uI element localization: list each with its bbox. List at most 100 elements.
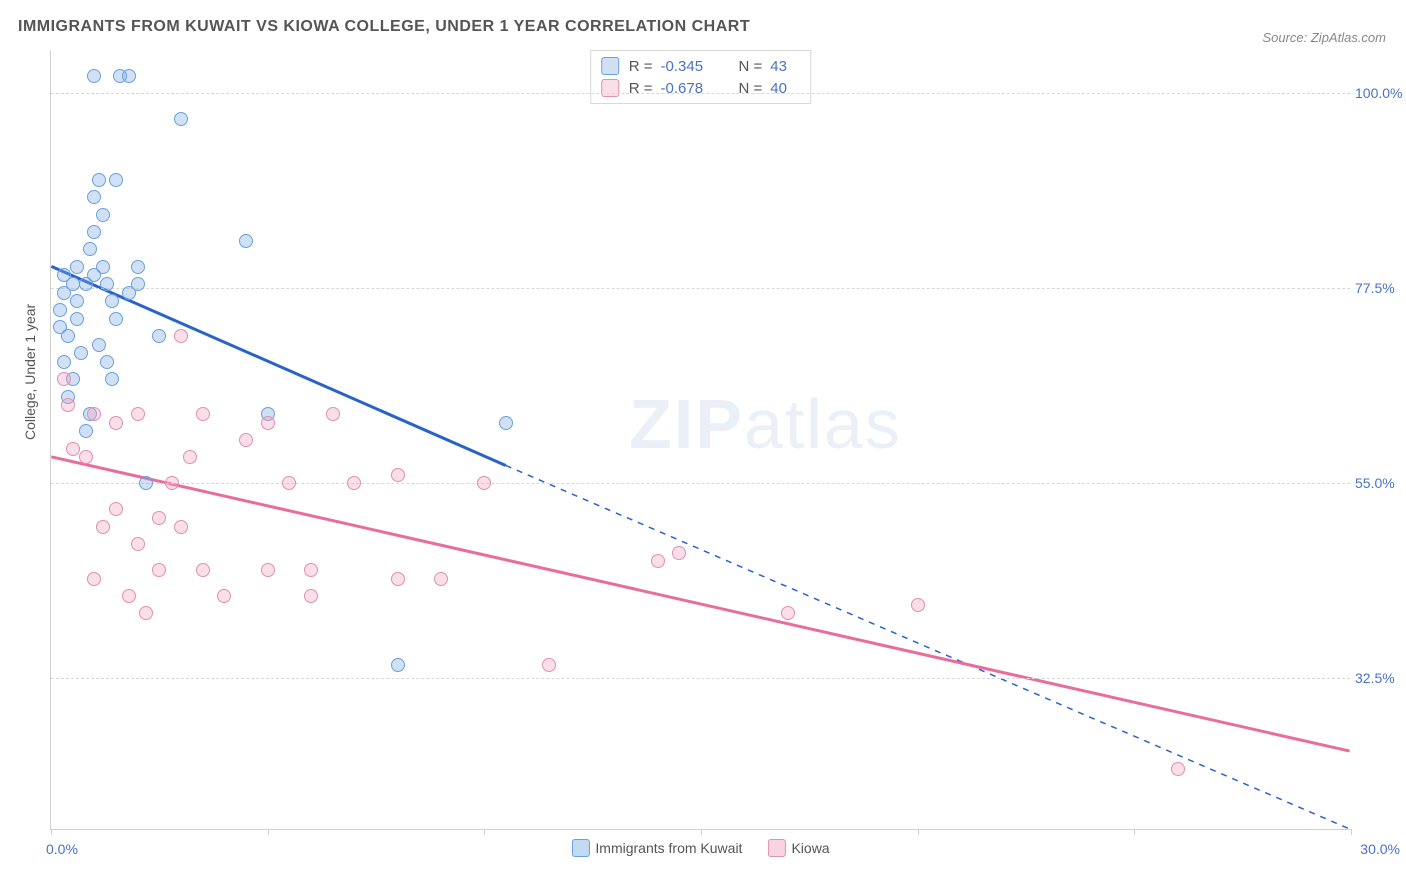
data-point [499, 416, 513, 430]
data-point [781, 606, 795, 620]
data-point [105, 372, 119, 386]
x-axis-min-label: 0.0% [46, 841, 78, 857]
data-point [326, 407, 340, 421]
data-point [152, 329, 166, 343]
legend-row: R =-0.678N =40 [601, 77, 801, 99]
data-point [96, 208, 110, 222]
data-point [109, 416, 123, 430]
data-point [57, 355, 71, 369]
data-point [57, 372, 71, 386]
trend-line-extrapolated [506, 465, 1350, 829]
data-point [152, 563, 166, 577]
gridline [51, 288, 1350, 289]
data-point [79, 450, 93, 464]
data-point [87, 407, 101, 421]
data-point [261, 563, 275, 577]
legend-swatch [571, 839, 589, 857]
data-point [66, 277, 80, 291]
data-point [391, 658, 405, 672]
data-point [282, 476, 296, 490]
legend-item: Immigrants from Kuwait [571, 839, 742, 857]
gridline [51, 93, 1350, 94]
data-point [100, 355, 114, 369]
n-label: N = [739, 58, 763, 75]
data-point [83, 242, 97, 256]
data-point [391, 468, 405, 482]
data-point [87, 69, 101, 83]
data-point [109, 312, 123, 326]
data-point [139, 476, 153, 490]
legend-label: Immigrants from Kuwait [595, 840, 742, 856]
legend-item: Kiowa [767, 839, 829, 857]
data-point [53, 303, 67, 317]
data-point [122, 589, 136, 603]
data-point [196, 563, 210, 577]
legend-label: Kiowa [791, 840, 829, 856]
series-legend: Immigrants from Kuwait Kiowa [571, 839, 829, 857]
data-point [70, 260, 84, 274]
data-point [542, 658, 556, 672]
data-point [122, 286, 136, 300]
data-point [477, 476, 491, 490]
data-point [347, 476, 361, 490]
data-point [196, 407, 210, 421]
data-point [174, 520, 188, 534]
data-point [53, 320, 67, 334]
x-tick [701, 829, 702, 835]
plot-area: ZIPatlas R =-0.345N =43R =-0.678N =40 Im… [50, 50, 1350, 830]
x-tick [1134, 829, 1135, 835]
data-point [174, 112, 188, 126]
data-point [66, 442, 80, 456]
data-point [672, 546, 686, 560]
x-tick [918, 829, 919, 835]
data-point [61, 398, 75, 412]
data-point [434, 572, 448, 586]
data-point [70, 312, 84, 326]
data-point [87, 268, 101, 282]
data-point [139, 606, 153, 620]
data-point [109, 173, 123, 187]
data-point [304, 563, 318, 577]
data-point [152, 511, 166, 525]
data-point [131, 407, 145, 421]
x-tick [268, 829, 269, 835]
y-tick-label: 100.0% [1355, 85, 1400, 101]
source-name: ZipAtlas.com [1311, 30, 1386, 45]
r-value: -0.345 [661, 58, 721, 75]
gridline [51, 483, 1350, 484]
gridline [51, 678, 1350, 679]
trend-line [51, 457, 1349, 751]
data-point [131, 260, 145, 274]
source-credit: Source: ZipAtlas.com [1262, 30, 1386, 45]
y-tick-label: 77.5% [1355, 280, 1400, 296]
data-point [109, 502, 123, 516]
r-label: R = [629, 58, 653, 75]
data-point [911, 598, 925, 612]
data-point [92, 338, 106, 352]
data-point [1171, 762, 1185, 776]
x-axis-max-label: 30.0% [1360, 841, 1400, 857]
chart-title: IMMIGRANTS FROM KUWAIT VS KIOWA COLLEGE,… [18, 18, 750, 36]
y-tick-label: 55.0% [1355, 475, 1400, 491]
data-point [165, 476, 179, 490]
data-point [261, 416, 275, 430]
x-tick [484, 829, 485, 835]
source-prefix: Source: [1262, 30, 1310, 45]
data-point [174, 329, 188, 343]
data-point [96, 520, 110, 534]
data-point [183, 450, 197, 464]
data-point [391, 572, 405, 586]
y-tick-label: 32.5% [1355, 670, 1400, 686]
correlation-legend: R =-0.345N =43R =-0.678N =40 [590, 50, 812, 104]
data-point [304, 589, 318, 603]
data-point [217, 589, 231, 603]
data-point [87, 190, 101, 204]
trend-line [51, 266, 505, 465]
legend-swatch [767, 839, 785, 857]
data-point [100, 277, 114, 291]
legend-row: R =-0.345N =43 [601, 55, 801, 77]
x-tick [51, 829, 52, 835]
data-point [70, 294, 84, 308]
y-axis-label: College, Under 1 year [22, 304, 38, 440]
data-point [74, 346, 88, 360]
